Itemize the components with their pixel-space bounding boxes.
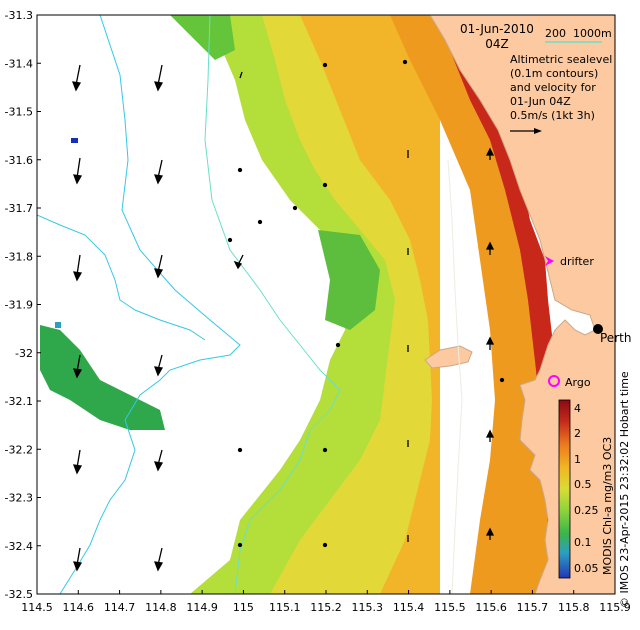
y-tick-label: -31.9: [5, 299, 33, 312]
y-tick-label: -31.6: [5, 154, 33, 167]
colorbar-tick-label: 0.05: [574, 562, 599, 575]
x-tick-label: 115.3: [352, 601, 384, 614]
legend-line-3: and velocity for: [510, 81, 596, 94]
argo-marker: [548, 375, 560, 387]
chl-field-orange: [300, 15, 440, 594]
chl-field-green-offshore: [40, 325, 165, 430]
chl-pixel-blue: [71, 138, 78, 143]
contour-200m-west: [37, 214, 206, 341]
y-tick-label: -32.1: [5, 395, 33, 408]
x-tick-label: 115.8: [558, 601, 590, 614]
x-tick-label: 114.6: [63, 601, 95, 614]
legend-line-1: Altimetric sealevel: [510, 53, 612, 66]
y-tick-label: -32.5: [5, 588, 33, 601]
legend-text-block: Altimetric sealevel (0.1m contours) and …: [510, 53, 612, 122]
x-tick-label: 115.2: [310, 601, 342, 614]
legend-line-5: 0.5m/s (1kt 3h): [510, 109, 595, 122]
x-tick-label: 115.9: [599, 601, 631, 614]
y-tick-label: -31.7: [5, 202, 33, 215]
legend-line-4: 01-Jun 04Z: [510, 95, 571, 108]
y-tick-label: -32.2: [5, 443, 33, 456]
colorbar-tick-label: 1: [574, 453, 581, 466]
chl-field-deep-orange: [390, 15, 560, 594]
city-label-perth: Perth: [600, 331, 631, 345]
map-plot-area: [37, 15, 615, 594]
x-tick-label: 114.5: [21, 601, 53, 614]
time-label: 04Z: [485, 37, 509, 51]
drifter-label: drifter: [560, 255, 594, 268]
x-tick-label: 115.1: [269, 601, 301, 614]
y-tick-label: -32.4: [5, 540, 33, 553]
legend-line-2: (0.1m contours): [510, 67, 598, 80]
x-tick-label: 115.7: [517, 601, 549, 614]
x-axis: 114.5 114.6 114.7 114.8 114.9 115 115.1 115.2 11…: [21, 590, 631, 614]
x-tick-label: 114.7: [104, 601, 136, 614]
chl-field-green-patch: [318, 230, 380, 330]
y-axis: -31.3 -31.4 -31.5 -31.6 -31.7 -31.8 -31.9 -32 -3…: [5, 9, 41, 601]
contour-1000m: [204, 15, 341, 594]
y-tick-label: -32: [15, 347, 33, 360]
y-tick-label: -31.4: [5, 57, 33, 70]
colorbar: 4 2 1 0.5 0.25 0.1 0.05: [558, 399, 599, 579]
colorbar-tick-label: 0.1: [574, 536, 592, 549]
colorbar-tick-label: 0.5: [574, 478, 592, 491]
drifter-marker: [545, 256, 554, 266]
contour-200m: [59, 15, 241, 594]
x-tick-label: 114.9: [186, 601, 218, 614]
colorbar-label: MODIS Chl-a mg/m3 OC3: [601, 437, 614, 575]
velocity-scale-arrowhead: [534, 128, 542, 134]
x-tick-label: 114.8: [145, 601, 177, 614]
chl-field-green-west: [170, 15, 235, 60]
colorbar-tick-label: 2: [574, 427, 581, 440]
perth-marker: [593, 324, 603, 334]
x-tick-label: 115.5: [434, 601, 466, 614]
velocity-arrows: [72, 59, 505, 572]
date-label: 01-Jun-2010: [460, 22, 534, 36]
x-tick-label: 115.6: [475, 601, 507, 614]
y-tick-label: -31.8: [5, 250, 33, 263]
colorbar-tick-label: 4: [574, 402, 581, 415]
depth-label-1000: 1000m: [573, 27, 612, 40]
island: [424, 345, 473, 369]
credit-text: © IMOS 23-Apr-2015 23:32:02 Hobart time: [618, 371, 631, 608]
x-tick-label: 115: [233, 601, 254, 614]
y-tick-label: -31.3: [5, 9, 33, 22]
argo-label: Argo: [565, 376, 591, 389]
x-tick-label: 115.4: [393, 601, 425, 614]
y-tick-label: -31.5: [5, 106, 33, 119]
y-tick-label: -32.3: [5, 492, 33, 505]
depth-label-200: 200: [545, 27, 566, 40]
contour-sealevel: [447, 159, 463, 594]
chl-pixel-cyan: [55, 322, 61, 328]
colorbar-tick-label: 0.25: [574, 504, 599, 517]
